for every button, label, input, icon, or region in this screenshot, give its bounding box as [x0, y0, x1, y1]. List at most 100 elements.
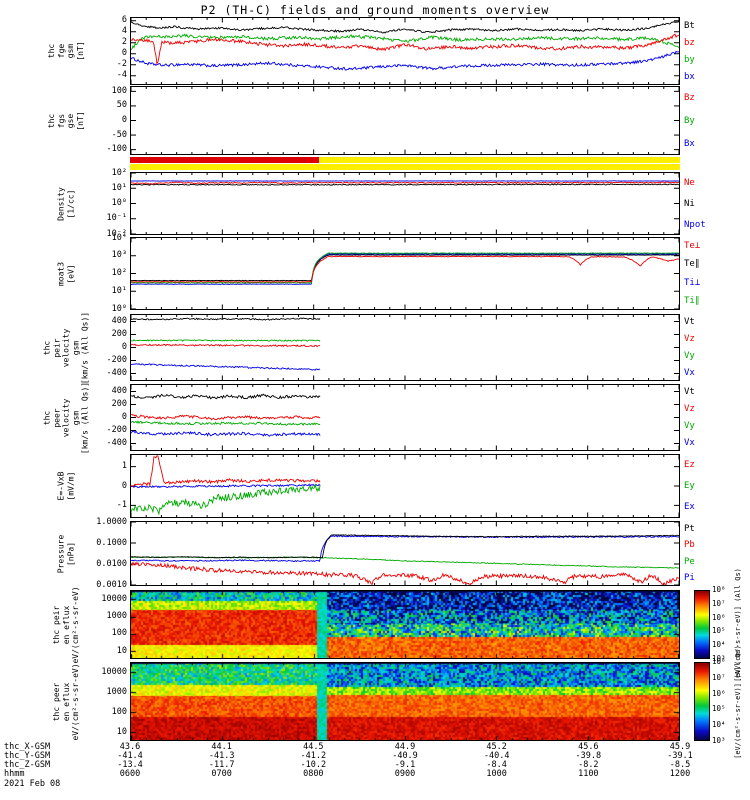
panel-plot-ion-velocity [131, 315, 679, 380]
axis-row-value: 45.9 [669, 742, 691, 752]
ytick-label: 200 [111, 399, 127, 409]
survey-bar-segment-fast-survey [318, 157, 680, 163]
legend-by: by [684, 54, 695, 65]
axis-row-label: thc_X-GSM [4, 742, 51, 752]
legend-Pi: Pi [684, 572, 695, 583]
ytick-label: 10 [116, 726, 127, 737]
ytick-label: -2 [116, 59, 127, 70]
series-Pi [131, 535, 679, 563]
ytick-label: -400 [106, 438, 127, 448]
axis-row-value: 44.1 [211, 742, 232, 752]
ytick-label: 0.0100 [96, 558, 127, 569]
panel-ion-spectrogram [130, 590, 680, 659]
panel-temperature [130, 237, 680, 310]
ytick-label: 100 [111, 706, 127, 717]
legend-Vy: Vy [684, 420, 695, 431]
axis-row-value: -41.4 [117, 751, 143, 761]
axis-row-value: -41.3 [208, 751, 235, 761]
axis-row-value: -8.4 [486, 760, 507, 770]
colorbar-tick: 10⁵ [712, 626, 726, 636]
axis-row-value: -39.8 [575, 751, 602, 761]
axis-row-value: 43.6 [119, 742, 141, 752]
axis-row-label: hhmm [4, 769, 25, 779]
ytick-label: 1.0000 [96, 516, 127, 527]
colorbar-tick: 10⁶ [712, 688, 726, 698]
legend-Ez: Ez [684, 459, 695, 470]
ytick-label: 10000 [101, 593, 127, 604]
series-Bt [131, 20, 679, 34]
ytick-label: -4 [116, 70, 127, 81]
ytick-label: -50 [111, 129, 127, 140]
series-Vx [131, 430, 321, 437]
ytick-label: 1000 [106, 686, 127, 697]
panel-plot-pressure [131, 522, 679, 585]
panel-b-field-gsm [130, 17, 680, 85]
legend-Vy: Vy [684, 350, 695, 361]
axis-row-label: thc_Z-GSM [4, 760, 51, 770]
ytick-label: 200 [111, 329, 127, 339]
plot-title: P2 (TH-C) fields and ground moments over… [200, 3, 550, 17]
series-Ex [131, 483, 321, 489]
colorbar-tick: 10⁶ [712, 612, 726, 622]
series-Vz [131, 343, 321, 348]
ytick-label: 10000 [101, 666, 127, 677]
legend-Pb: Pb [684, 540, 695, 551]
legend-Pt: Pt [684, 524, 695, 535]
axis-row-value: 44.5 [303, 742, 324, 752]
axis-row-value: -39.1 [667, 751, 693, 761]
ytick-label: 10¹ [111, 182, 127, 193]
colorbar-electron-spectrogram [694, 662, 710, 741]
series-Ez [131, 455, 321, 487]
panel-b-field-gse [130, 86, 680, 155]
panel-plot-temperature [131, 238, 679, 309]
axis-row-value: 1200 [669, 769, 691, 779]
legend-Ni: Ni [684, 198, 695, 209]
series-bx [131, 50, 679, 71]
series-Vz [131, 413, 321, 421]
series-Ti-par [131, 252, 679, 284]
axis-row-value: -10.2 [300, 760, 327, 770]
legend-Te: Te⊥ [684, 241, 701, 252]
colorbar-tick: 10⁷ [712, 672, 726, 682]
ytick-label: 10 [116, 645, 127, 656]
series-Vy [131, 339, 321, 342]
legend-Ex: Ex [684, 502, 695, 513]
series-Te-par [131, 254, 679, 282]
ytick-label: 0.0010 [96, 579, 127, 590]
legend-Ne: Ne [684, 177, 695, 188]
legend-Vz: Vz [684, 404, 695, 415]
ytick-label: 10⁰ [111, 303, 127, 314]
ytick-label: 4 [121, 26, 127, 37]
ytick-label: 100 [111, 85, 127, 96]
ytick-label: -100 [106, 144, 127, 155]
legend-Ti: Ti∥ [684, 295, 700, 306]
ytick-label: 10⁰ [111, 198, 127, 208]
axis-row-value: -8.5 [669, 760, 691, 770]
ytick-label: 0.1000 [96, 537, 127, 548]
survey-bar-segment-fast-survey [130, 157, 319, 163]
ytick-label: 6 [121, 15, 127, 26]
colorbar-tick: 10⁸ [712, 585, 726, 594]
axis-row-value: -11.7 [208, 760, 235, 770]
series-Vt [131, 393, 321, 400]
ytick-label: 0 [121, 342, 127, 352]
colorbar-tick: 10⁴ [712, 720, 726, 730]
legend-Pe: Pe [684, 556, 695, 567]
colorbar-ion-spectrogram [694, 590, 710, 659]
panel-left-label: E=-VxB [mV/m] [56, 471, 76, 501]
ytick-label: 400 [111, 316, 127, 326]
series-by [131, 33, 679, 50]
panel-left-label: Density [1/cc] [56, 186, 76, 221]
legend-Ey: Ey [684, 481, 695, 491]
panel-density [130, 172, 680, 235]
colorbar-tick: 10⁸ [712, 657, 726, 666]
date-label: 2021 Feb 08 [4, 779, 61, 789]
axis-row-value: -13.4 [117, 760, 143, 770]
colorbar-tick: 10³ [712, 654, 726, 663]
axis-row-value: 0600 [119, 769, 141, 779]
axis-row-value: 0800 [303, 769, 324, 779]
panel-pressure [130, 521, 680, 586]
colorbar-tick: 10³ [712, 736, 726, 745]
ytick-label: 10³ [111, 250, 127, 261]
